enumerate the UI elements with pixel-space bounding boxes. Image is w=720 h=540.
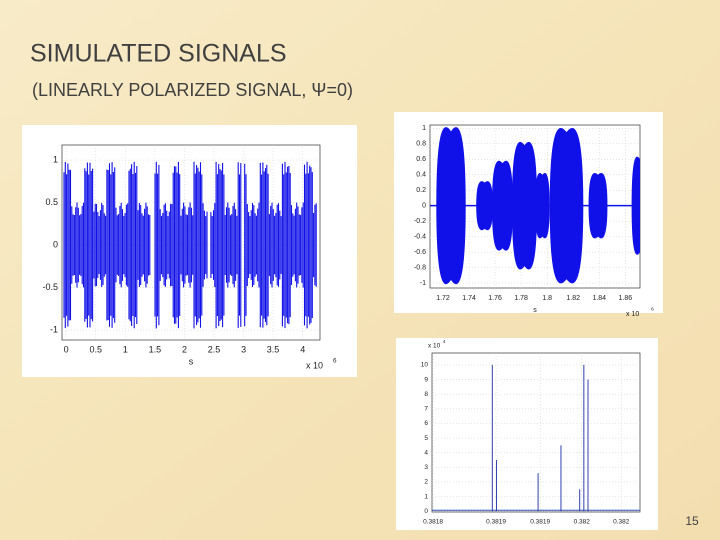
- x-tick-label: 1: [123, 344, 128, 354]
- y-tick-label: 5: [424, 435, 428, 442]
- y-scale: x 10: [428, 343, 441, 350]
- x-axis-label: s: [533, 307, 537, 314]
- x-scale: x 10: [626, 311, 639, 318]
- y-tick-label: -0.2: [414, 218, 426, 225]
- x-scale-exponent: 6: [333, 358, 337, 365]
- x-tick-label: 0.3819: [486, 519, 506, 526]
- x-tick-label: 1.74: [462, 295, 476, 302]
- x-scale: x 10: [306, 360, 323, 370]
- y-tick-label: 0.8: [416, 141, 426, 148]
- figure: 1 0.5 0 -0.5 -1 0 0.5 1 1.5 2 2.5 3 3.5 4 s x 10 6: [22, 125, 357, 377]
- waveform: [432, 364, 640, 512]
- x-tick-label: 1.76: [488, 295, 502, 302]
- x-tick-label: 3.5: [267, 344, 280, 354]
- x-tick-label: 0.382: [574, 519, 591, 526]
- x-tick-label: 2.5: [208, 344, 221, 354]
- x-axis-label: s: [189, 356, 194, 366]
- y-tick-label: 4: [424, 449, 428, 456]
- y-tick-label: 10: [421, 362, 429, 369]
- y-tick-label: 0.6: [416, 156, 426, 163]
- x-tick-label: 1.84: [592, 295, 606, 302]
- y-tick-label: 2: [424, 479, 428, 486]
- y-tick-label: 0: [422, 203, 426, 210]
- y-tick-label: 0: [424, 508, 428, 515]
- figure: 1 0.8 0.6 0.4 0.2 0 -0.2 -0.4 -0.6 -0.8 -1 1.72 1.74…: [394, 112, 663, 318]
- x-tick-label: 1.72: [436, 295, 450, 302]
- x-tick-label: 1.5: [149, 344, 162, 354]
- y-tick-label: -0.4: [414, 233, 426, 240]
- y-tick-label: 3: [424, 464, 428, 471]
- y-tick-label: 0.4: [416, 172, 426, 179]
- slide-subtitle: (LINEARLY POLARIZED SIGNAL, Ψ=0): [32, 80, 353, 100]
- x-tick-label: 1.8: [542, 295, 552, 302]
- x-tick-label: 3: [241, 344, 246, 354]
- y-tick-label: -0.5: [42, 282, 58, 292]
- y-tick-label: 1: [53, 154, 58, 164]
- waveform: [63, 161, 317, 329]
- x-tick-label: 0.5: [90, 344, 103, 354]
- x-tick-label: 0: [64, 344, 69, 354]
- x-tick-label: 1.86: [618, 295, 632, 302]
- y-tick-label: 0.5: [45, 197, 58, 207]
- x-scale-exponent: 6: [651, 306, 654, 312]
- y-tick-label: 0: [53, 239, 58, 249]
- y-tick-label: -0.8: [414, 264, 426, 271]
- y-tick-label: 9: [424, 376, 428, 383]
- x-tick-label: 0.3819: [530, 519, 550, 526]
- x-tick-label: 1.82: [566, 295, 580, 302]
- y-tick-label: 1: [424, 493, 428, 500]
- x-tick-label: 0.382: [613, 519, 630, 526]
- page-number: 15: [685, 514, 699, 528]
- y-tick-label: 8: [424, 391, 428, 398]
- slide-title: SIMULATED SIGNALS: [30, 40, 287, 68]
- y-tick-label: 0.2: [416, 187, 426, 194]
- axes: [431, 352, 641, 513]
- y-tick-label: -1: [50, 324, 58, 334]
- x-tick-label: 0.3818: [423, 519, 443, 526]
- x-tick-label: 2: [182, 344, 187, 354]
- x-tick-label: 1.78: [514, 295, 528, 302]
- x-tick-label: 4: [300, 344, 305, 354]
- y-scale-exponent: 4: [443, 339, 446, 344]
- waveform: [430, 127, 640, 285]
- y-tick-label: 6: [424, 420, 428, 427]
- y-tick-label: 1: [422, 125, 426, 132]
- y-tick-label: 7: [424, 406, 428, 413]
- y-tick-label: -1: [420, 280, 426, 287]
- y-tick-label: -0.6: [414, 249, 426, 256]
